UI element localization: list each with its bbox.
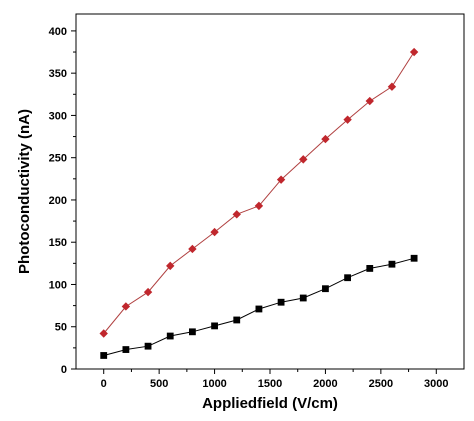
data-point [276, 175, 286, 184]
data-point [166, 332, 174, 340]
x-axis-title: Appliedfield (V/cm) [202, 395, 338, 412]
data-point [122, 346, 130, 353]
series-layer [99, 47, 419, 359]
x-tick-label: 0 [101, 378, 107, 390]
data-point [143, 287, 153, 297]
y-tick-label: 250 [49, 153, 67, 165]
x-tick-label: 1500 [258, 378, 282, 390]
data-point [188, 244, 197, 254]
data-point [343, 115, 352, 124]
data-point [366, 265, 374, 272]
data-point [299, 294, 307, 302]
data-point [321, 134, 330, 144]
data-point [277, 298, 285, 306]
data-point [410, 254, 418, 262]
y-axis-title: Photoconductivity (nA) [16, 109, 33, 274]
data-point [210, 227, 219, 237]
y-tick-label: 200 [49, 195, 67, 207]
y-tick-label: 400 [49, 26, 67, 38]
y-tick-label: 150 [49, 237, 67, 249]
y-tick-label: 100 [49, 279, 67, 291]
data-point [121, 302, 131, 311]
series-2 [100, 254, 418, 359]
data-point [144, 342, 152, 350]
y-tick-label: 350 [49, 68, 67, 80]
data-point [189, 328, 196, 336]
data-point [211, 322, 218, 330]
ticks: 0 50 100 150 200 250 300 350 400 0 500 1000 1500 2000… [49, 26, 449, 390]
series-1 [99, 47, 419, 338]
x-tick-label: 3000 [424, 378, 448, 390]
y-tick-label: 50 [55, 322, 67, 334]
data-point [100, 352, 108, 359]
x-tick-label: 1000 [202, 378, 226, 390]
data-point [232, 210, 241, 219]
x-tick-label: 500 [150, 378, 168, 390]
data-point [322, 285, 329, 293]
data-point [344, 274, 351, 282]
data-point [254, 201, 264, 211]
y-tick-label: 0 [61, 364, 67, 376]
data-point [388, 260, 396, 268]
data-point [387, 82, 397, 91]
axes [75, 13, 465, 370]
plot-frame [75, 13, 465, 370]
x-tick-label: 2000 [313, 378, 337, 390]
y-tick-label: 300 [49, 110, 67, 122]
data-point [166, 261, 175, 271]
data-point [409, 47, 419, 57]
data-point [99, 329, 108, 338]
data-point [233, 316, 241, 324]
x-tick-label: 2500 [369, 378, 393, 390]
data-point [255, 305, 263, 313]
data-point [299, 155, 308, 164]
data-point [365, 96, 374, 106]
